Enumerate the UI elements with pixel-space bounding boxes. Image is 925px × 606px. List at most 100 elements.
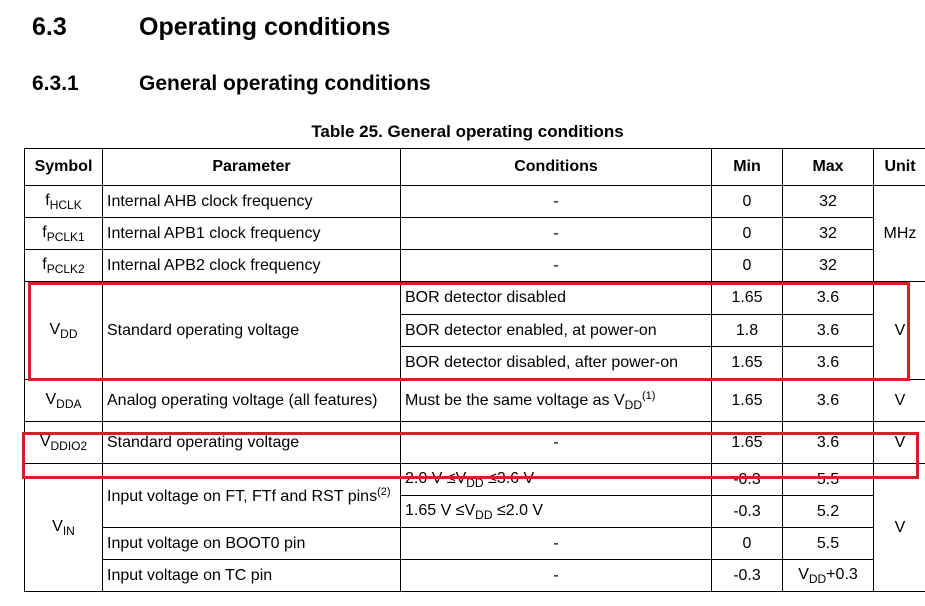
max-cell: 5.5 [782,463,874,496]
max-cell: 32 [782,217,874,250]
header-min: Min [711,148,783,186]
sym-sub: PCLK2 [46,261,85,276]
min-cell: 1.8 [711,314,783,347]
header-max: Max [782,148,874,186]
footnote-ref: (2) [377,485,391,498]
sym-main: V [39,432,51,450]
header-unit: Unit [873,148,925,186]
conditions-cell: 1.65 V ≤VDD ≤2.0 V [400,495,712,528]
cond-sub: DD [466,475,484,490]
conditions-cell: - [400,249,712,282]
min-cell: 1.65 [711,346,783,380]
table-row: Input voltage on TC pin - -0.3 VDD+0.3 [25,559,925,592]
max-sub: DD [808,571,827,586]
header-row: Symbol Parameter Conditions Min Max Unit [24,148,925,186]
table-row: 1.65 V ≤VDD ≤2.0 V -0.3 5.2 [25,495,925,528]
conditions-cell: BOR detector disabled [400,281,712,315]
cond-sub: DD [624,397,643,412]
table-row: Input voltage on BOOT0 pin - 0 5.5 [25,527,925,560]
sym-main: V [45,390,57,408]
sym-sub: DD [60,326,78,341]
footnote-ref: (1) [642,389,656,402]
min-cell: -0.3 [711,495,783,528]
max-cell: 3.6 [782,421,874,464]
parameter-cell: Input voltage on FT, FTf and RST pins(2) [102,463,401,528]
parameter-cell: Standard operating voltage [102,421,401,464]
parameter-cell: Internal APB1 clock frequency [102,217,401,250]
operating-conditions-table: Symbol Parameter Conditions Min Max Unit… [24,148,925,592]
parameter-cell: Input voltage on BOOT0 pin [102,527,401,560]
max-cell: 3.6 [782,346,874,380]
conditions-cell: 2.0 V ≤VDD ≤3.6 V [400,463,712,496]
sym-sub: DDA [56,396,82,411]
cond-sub: DD [475,507,493,522]
parameter-cell: Standard operating voltage [102,281,401,380]
symbol-cell: VIN [24,463,103,592]
parameter-cell: Input voltage on TC pin [102,559,401,592]
symbol-cell: fPCLK2 [24,249,103,282]
table-row: VDDIO2 Standard operating voltage - 1.65… [24,421,925,464]
sym-main: f [42,255,47,273]
min-cell: 1.65 [711,421,783,464]
max-cell: 3.6 [782,281,874,315]
sym-main: V [49,320,61,338]
conditions-cell: - [400,527,712,560]
subsection-title: General operating conditions [139,72,431,95]
min-cell: 0 [711,185,783,218]
max-cell: 5.5 [782,527,874,560]
sym-main: f [45,191,50,209]
conditions-cell: Must be the same voltage as VDD(1) [400,379,712,422]
section-title: Operating conditions [139,13,391,41]
subsection-number: 6.3.1 [32,72,79,95]
sym-sub: IN [62,523,75,538]
table-row: VDD Standard operating voltage BOR detec… [24,281,925,380]
conditions-cell: - [400,421,712,464]
param-text: Input voltage on FT, FTf and RST pins [107,487,378,505]
section-number: 6.3 [32,13,67,41]
max-cell: VDD+0.3 [782,559,874,592]
cond-text: ≤3.6 V [483,469,535,487]
unit-cell: V [873,379,925,422]
min-cell: 0 [711,249,783,282]
cond-text: ≤2.0 V [492,501,544,519]
table-row: fPCLK1 Internal APB1 clock frequency - 0… [24,217,925,250]
min-cell: -0.3 [711,463,783,496]
min-cell: 1.65 [711,379,783,422]
symbol-cell: fPCLK1 [24,217,103,250]
sym-sub: HCLK [49,197,82,212]
cond-text: 2.0 V ≤V [405,469,467,487]
unit-cell: V [873,421,925,464]
conditions-cell: - [400,217,712,250]
table-row: BOR detector disabled, after power-on 1.… [25,346,925,380]
symbol-cell: fHCLK [24,185,103,218]
table-caption: Table 25. General operating conditions [311,122,624,141]
table-row: fHCLK Internal AHB clock frequency - 0 3… [24,185,925,282]
header-symbol: Symbol [24,148,103,186]
max-cell: 32 [782,249,874,282]
conditions-cell: - [400,559,712,592]
conditions-cell: BOR detector disabled, after power-on [400,346,712,380]
max-cell: 32 [782,185,874,218]
min-cell: -0.3 [711,559,783,592]
max-cell: 3.6 [782,314,874,347]
symbol-cell: VDDA [24,379,103,422]
max-text: V [798,565,809,583]
header-conditions: Conditions [400,148,712,186]
min-cell: 0 [711,527,783,560]
max-cell: 3.6 [782,379,874,422]
sym-main: f [42,223,47,241]
cond-text: 1.65 V ≤V [405,501,476,519]
header-parameter: Parameter [102,148,401,186]
max-text: +0.3 [826,565,858,583]
parameter-cell: Analog operating voltage (all features) [102,379,401,422]
symbol-cell: VDDIO2 [24,421,103,464]
parameter-cell: Internal APB2 clock frequency [102,249,401,282]
table-row: VIN Input voltage on FT, FTf and RST pin… [24,463,925,592]
conditions-cell: BOR detector enabled, at power-on [400,314,712,347]
sym-main: V [52,517,63,535]
table-row: fPCLK2 Internal APB2 clock frequency - 0… [24,249,925,282]
max-cell: 5.2 [782,495,874,528]
unit-cell: V [873,463,925,592]
sym-sub: PCLK1 [46,229,85,244]
min-cell: 0 [711,217,783,250]
